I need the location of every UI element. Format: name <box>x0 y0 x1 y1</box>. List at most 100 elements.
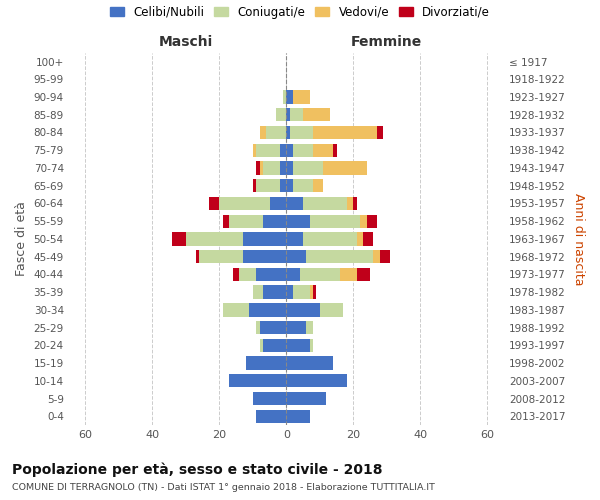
Bar <box>286 268 299 281</box>
Bar <box>280 144 286 157</box>
Text: Maschi: Maschi <box>159 35 213 49</box>
Bar <box>367 214 377 228</box>
Bar <box>256 162 260 174</box>
Y-axis label: Anni di nascita: Anni di nascita <box>572 192 585 285</box>
Bar <box>286 126 290 139</box>
Bar <box>323 162 367 174</box>
Bar <box>286 162 293 174</box>
Bar <box>299 268 340 281</box>
Bar <box>286 356 333 370</box>
Bar <box>310 338 313 352</box>
Bar <box>263 286 286 299</box>
Bar <box>340 268 356 281</box>
Bar <box>286 374 347 388</box>
Bar <box>286 90 293 104</box>
Bar <box>303 108 330 122</box>
Bar <box>313 126 377 139</box>
Bar <box>286 392 326 405</box>
Bar <box>260 162 263 174</box>
Bar <box>286 410 310 423</box>
Bar <box>293 162 323 174</box>
Bar <box>307 321 313 334</box>
Y-axis label: Fasce di età: Fasce di età <box>15 202 28 276</box>
Bar <box>303 232 356 245</box>
Bar <box>223 303 250 316</box>
Bar <box>293 90 310 104</box>
Bar <box>253 392 286 405</box>
Bar <box>286 303 320 316</box>
Bar <box>356 232 364 245</box>
Bar <box>360 214 367 228</box>
Bar <box>364 232 373 245</box>
Bar <box>233 268 239 281</box>
Bar <box>280 162 286 174</box>
Bar <box>356 268 370 281</box>
Bar <box>286 338 310 352</box>
Bar <box>229 374 286 388</box>
Bar <box>293 286 310 299</box>
Bar <box>347 197 353 210</box>
Bar <box>266 126 286 139</box>
Bar <box>286 214 310 228</box>
Bar <box>253 144 256 157</box>
Bar <box>310 214 360 228</box>
Bar <box>256 144 280 157</box>
Bar <box>172 232 186 245</box>
Bar <box>286 250 307 264</box>
Bar <box>353 197 356 210</box>
Bar <box>220 197 269 210</box>
Bar <box>256 179 280 192</box>
Bar <box>263 214 286 228</box>
Bar <box>286 179 293 192</box>
Bar <box>209 197 220 210</box>
Bar <box>377 126 383 139</box>
Text: Femmine: Femmine <box>351 35 422 49</box>
Bar <box>286 197 303 210</box>
Bar <box>320 303 343 316</box>
Bar <box>380 250 390 264</box>
Bar <box>269 197 286 210</box>
Bar <box>313 179 323 192</box>
Bar <box>256 321 260 334</box>
Bar <box>293 179 313 192</box>
Bar <box>223 214 229 228</box>
Bar <box>307 250 373 264</box>
Bar <box>293 144 313 157</box>
Bar <box>286 232 303 245</box>
Bar <box>250 303 286 316</box>
Bar <box>286 286 293 299</box>
Bar <box>260 126 266 139</box>
Bar <box>283 90 286 104</box>
Bar <box>290 108 303 122</box>
Bar <box>260 321 286 334</box>
Bar <box>260 338 263 352</box>
Legend: Celibi/Nubili, Coniugati/e, Vedovi/e, Divorziati/e: Celibi/Nubili, Coniugati/e, Vedovi/e, Di… <box>105 1 495 24</box>
Bar <box>333 144 337 157</box>
Bar <box>290 126 313 139</box>
Bar <box>229 214 263 228</box>
Bar <box>313 144 333 157</box>
Bar <box>303 197 347 210</box>
Bar <box>199 250 243 264</box>
Bar <box>196 250 199 264</box>
Bar <box>276 108 286 122</box>
Bar <box>253 179 256 192</box>
Bar <box>256 410 286 423</box>
Bar <box>239 268 256 281</box>
Bar <box>373 250 380 264</box>
Bar <box>253 286 263 299</box>
Bar <box>286 108 290 122</box>
Bar <box>286 144 293 157</box>
Bar <box>256 268 286 281</box>
Bar <box>243 232 286 245</box>
Bar <box>280 179 286 192</box>
Bar <box>246 356 286 370</box>
Bar <box>286 321 307 334</box>
Bar <box>313 286 316 299</box>
Bar <box>186 232 243 245</box>
Text: Popolazione per età, sesso e stato civile - 2018: Popolazione per età, sesso e stato civil… <box>12 462 383 477</box>
Bar <box>310 286 313 299</box>
Text: COMUNE DI TERRAGNOLO (TN) - Dati ISTAT 1° gennaio 2018 - Elaborazione TUTTITALIA: COMUNE DI TERRAGNOLO (TN) - Dati ISTAT 1… <box>12 482 435 492</box>
Bar <box>243 250 286 264</box>
Bar <box>263 338 286 352</box>
